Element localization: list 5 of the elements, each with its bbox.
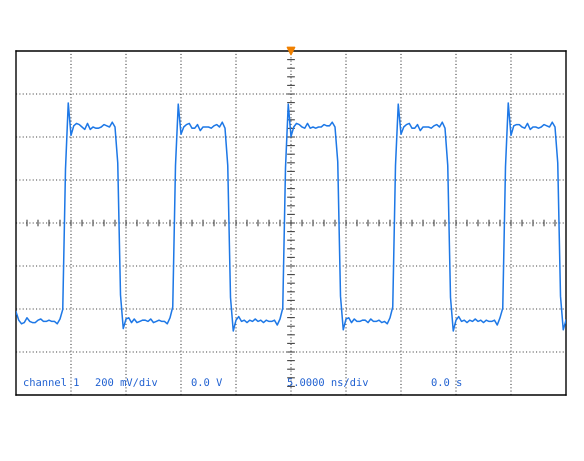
text: 5.0000 ns/div (288, 378, 368, 387)
text: 0.0 V (192, 378, 222, 386)
text: channel 1 (24, 378, 79, 386)
text: 200 mV/div (96, 378, 158, 387)
text: 0.0 s (432, 378, 462, 386)
